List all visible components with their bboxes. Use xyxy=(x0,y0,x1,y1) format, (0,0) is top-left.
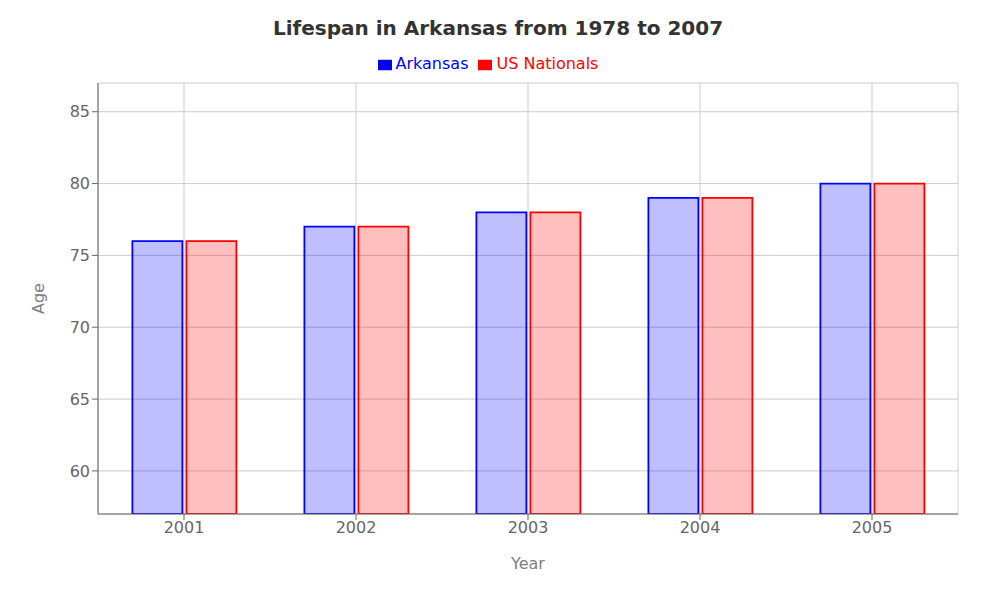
html-text:US Nationals: US Nationals xyxy=(496,54,599,73)
svg-text:2004: 2004 xyxy=(680,518,721,537)
svg-text:Age: Age xyxy=(29,283,48,314)
svg-text:2002: 2002 xyxy=(336,518,377,537)
svg-text:60: 60 xyxy=(70,462,90,481)
html-text:Arkansas: Arkansas xyxy=(395,54,469,73)
svg-text:65: 65 xyxy=(70,390,90,409)
svg-text:2005: 2005 xyxy=(852,518,893,537)
svg-text:85: 85 xyxy=(70,102,90,121)
svg-text:70: 70 xyxy=(70,318,90,337)
svg-text:2001: 2001 xyxy=(164,518,205,537)
html-text:Lifespan in Arkansas from 1978: Lifespan in Arkansas from 1978 to 2007 xyxy=(272,16,724,40)
svg-text:2003: 2003 xyxy=(508,518,549,537)
svg-text:80: 80 xyxy=(70,174,90,193)
svg-text:75: 75 xyxy=(70,246,90,265)
svg-text:Year: Year xyxy=(510,554,545,573)
